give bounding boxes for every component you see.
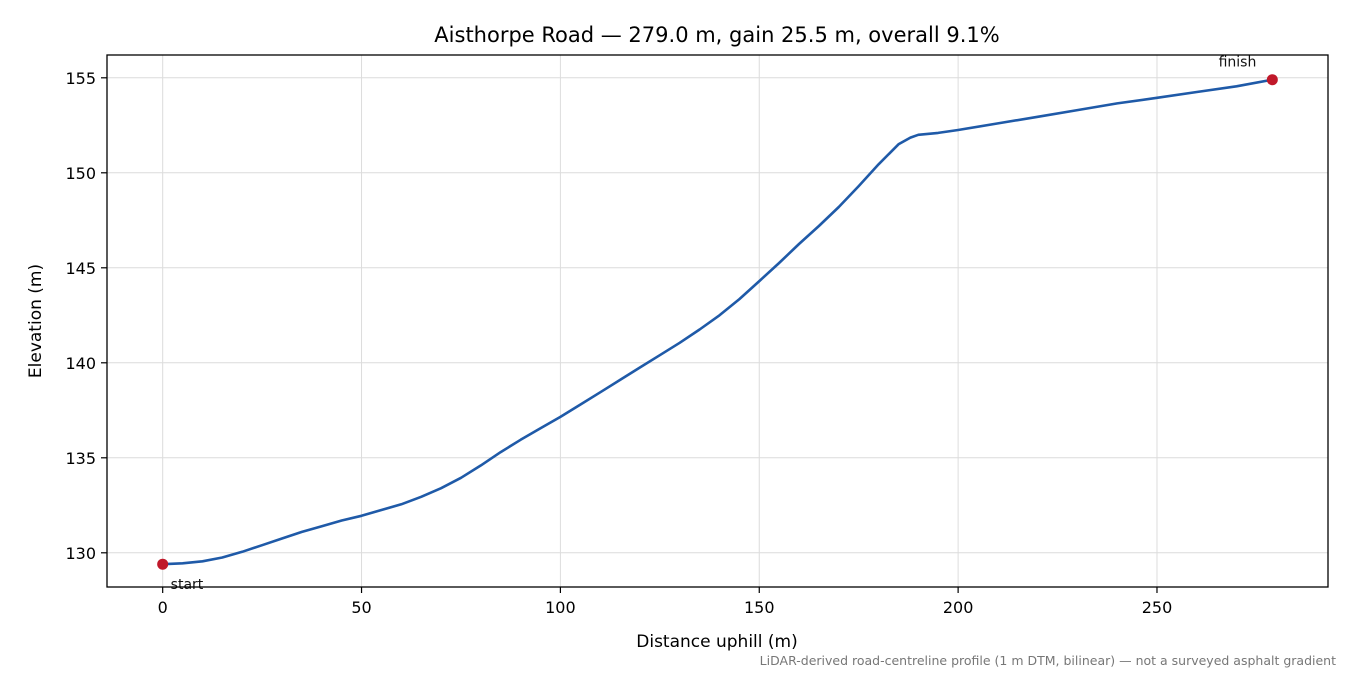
x-axis: 0 50 100 150 200 250 (158, 587, 1173, 617)
elevation-line (161, 78, 1274, 566)
plot-frame (106, 54, 1329, 588)
y-tick-label: 130 (65, 544, 96, 563)
x-tick-label: 200 (943, 598, 974, 617)
y-tick-label: 135 (65, 449, 96, 468)
x-tick-label: 150 (744, 598, 775, 617)
x-tick-label: 250 (1142, 598, 1173, 617)
x-tick-label: 50 (351, 598, 371, 617)
markers-layer: start finish (157, 55, 1278, 593)
finish-marker (1266, 74, 1278, 86)
footnote: LiDAR-derived road-centreline profile (1… (760, 653, 1336, 668)
start-label: start (171, 577, 204, 593)
y-tick-label: 140 (65, 354, 96, 373)
start-marker (157, 558, 169, 570)
y-tick-label: 155 (65, 69, 96, 88)
y-axis: 130 135 140 145 150 155 (65, 69, 107, 563)
x-tick-label: 100 (545, 598, 576, 617)
y-axis-label: Elevation (m) (26, 264, 46, 378)
x-tick-label: 0 (158, 598, 168, 617)
chart-title: Aisthorpe Road — 279.0 m, gain 25.5 m, o… (434, 23, 999, 47)
grid (107, 55, 1328, 587)
y-tick-label: 150 (65, 164, 96, 183)
series-layer (161, 78, 1274, 566)
y-tick-label: 145 (65, 259, 96, 278)
finish-label: finish (1219, 55, 1257, 71)
x-axis-label: Distance uphill (m) (636, 632, 797, 652)
